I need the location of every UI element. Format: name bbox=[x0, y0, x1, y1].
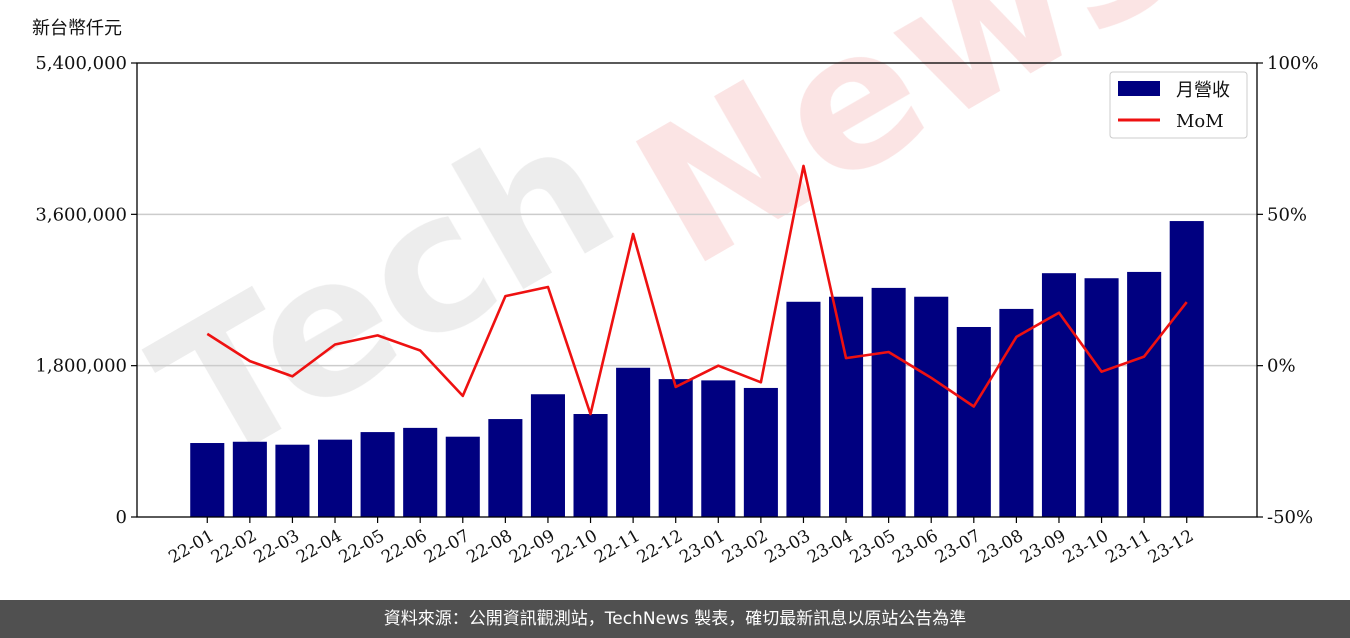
x-tick-label: 22-12 bbox=[634, 526, 686, 568]
bar bbox=[317, 439, 353, 517]
legend-bar-label: 月營收 bbox=[1176, 80, 1230, 101]
bar bbox=[190, 443, 225, 517]
x-tick-label: 22-03 bbox=[250, 526, 302, 568]
x-tick-label: 23-06 bbox=[889, 526, 941, 568]
x-tick-label: 23-12 bbox=[1145, 526, 1197, 568]
x-tick-label: 22-11 bbox=[591, 526, 643, 568]
bar bbox=[275, 444, 310, 517]
bar bbox=[829, 296, 864, 517]
bar bbox=[1127, 271, 1162, 517]
left-tick-label: 1,800,000 bbox=[35, 356, 127, 377]
plot-frame bbox=[136, 62, 1258, 518]
footer-source-note: 資料來源：公開資訊觀測站，TechNews 製表，確切最新訊息以原站公告為準 bbox=[0, 600, 1350, 638]
x-tick-label: 22-05 bbox=[336, 526, 388, 568]
bar bbox=[743, 387, 778, 517]
x-tick-label: 23-02 bbox=[719, 526, 771, 568]
bar bbox=[573, 414, 608, 517]
bar bbox=[232, 441, 267, 517]
x-axis: 22-0122-0222-0322-0422-0522-0622-0722-08… bbox=[165, 517, 1197, 568]
x-tick-label: 22-08 bbox=[463, 526, 515, 568]
bar bbox=[488, 419, 523, 517]
watermark-news: News bbox=[602, 0, 1212, 309]
x-tick-label: 22-01 bbox=[165, 526, 217, 568]
right-tick-label: -50% bbox=[1267, 507, 1313, 528]
x-tick-label: 23-01 bbox=[676, 526, 728, 568]
right-axis: -50% 0% 50% 100% bbox=[1257, 53, 1318, 528]
x-tick-label: 23-08 bbox=[974, 526, 1026, 568]
right-tick-label: 50% bbox=[1267, 204, 1307, 225]
x-tick-label: 23-10 bbox=[1060, 526, 1112, 568]
bar bbox=[658, 379, 693, 517]
left-tick-label: 3,600,000 bbox=[35, 204, 127, 225]
bar bbox=[914, 296, 949, 517]
left-tick-label: 0 bbox=[116, 507, 127, 528]
bar bbox=[616, 367, 651, 517]
bar-series bbox=[190, 221, 1204, 517]
bar bbox=[956, 326, 991, 517]
bar bbox=[701, 380, 736, 517]
bar bbox=[1041, 273, 1077, 517]
bar bbox=[445, 436, 480, 517]
legend-bar-swatch bbox=[1118, 81, 1160, 96]
bar bbox=[360, 432, 395, 517]
x-tick-label: 22-09 bbox=[506, 526, 558, 568]
bar bbox=[871, 287, 906, 517]
bar bbox=[1084, 278, 1119, 517]
left-axis: 0 1,800,000 3,600,000 5,400,000 bbox=[35, 53, 137, 528]
x-tick-label: 23-05 bbox=[847, 526, 899, 568]
x-tick-label: 22-07 bbox=[421, 526, 473, 568]
x-tick-label: 22-06 bbox=[378, 526, 430, 568]
x-tick-label: 22-02 bbox=[208, 526, 260, 568]
bar bbox=[1169, 221, 1204, 517]
right-tick-label: 0% bbox=[1267, 356, 1296, 377]
mom-line bbox=[206, 164, 1188, 416]
x-tick-label: 23-04 bbox=[804, 526, 856, 568]
bar bbox=[403, 427, 438, 517]
right-tick-label: 100% bbox=[1267, 53, 1318, 74]
x-tick-label: 22-04 bbox=[293, 526, 345, 568]
x-tick-label: 23-03 bbox=[762, 526, 814, 568]
legend: 月營收 MoM bbox=[1109, 71, 1248, 139]
left-tick-label: 5,400,000 bbox=[35, 53, 127, 74]
mom-series bbox=[206, 164, 1188, 416]
x-tick-label: 22-10 bbox=[549, 526, 601, 568]
bar bbox=[786, 301, 821, 517]
unit-label: 新台幣仟元 bbox=[32, 18, 122, 39]
x-tick-label: 23-11 bbox=[1102, 526, 1154, 568]
x-tick-label: 23-09 bbox=[1017, 526, 1069, 568]
bar bbox=[999, 308, 1034, 517]
bar bbox=[530, 394, 565, 517]
legend-line-label: MoM bbox=[1176, 111, 1224, 132]
x-tick-label: 23-07 bbox=[932, 526, 984, 568]
